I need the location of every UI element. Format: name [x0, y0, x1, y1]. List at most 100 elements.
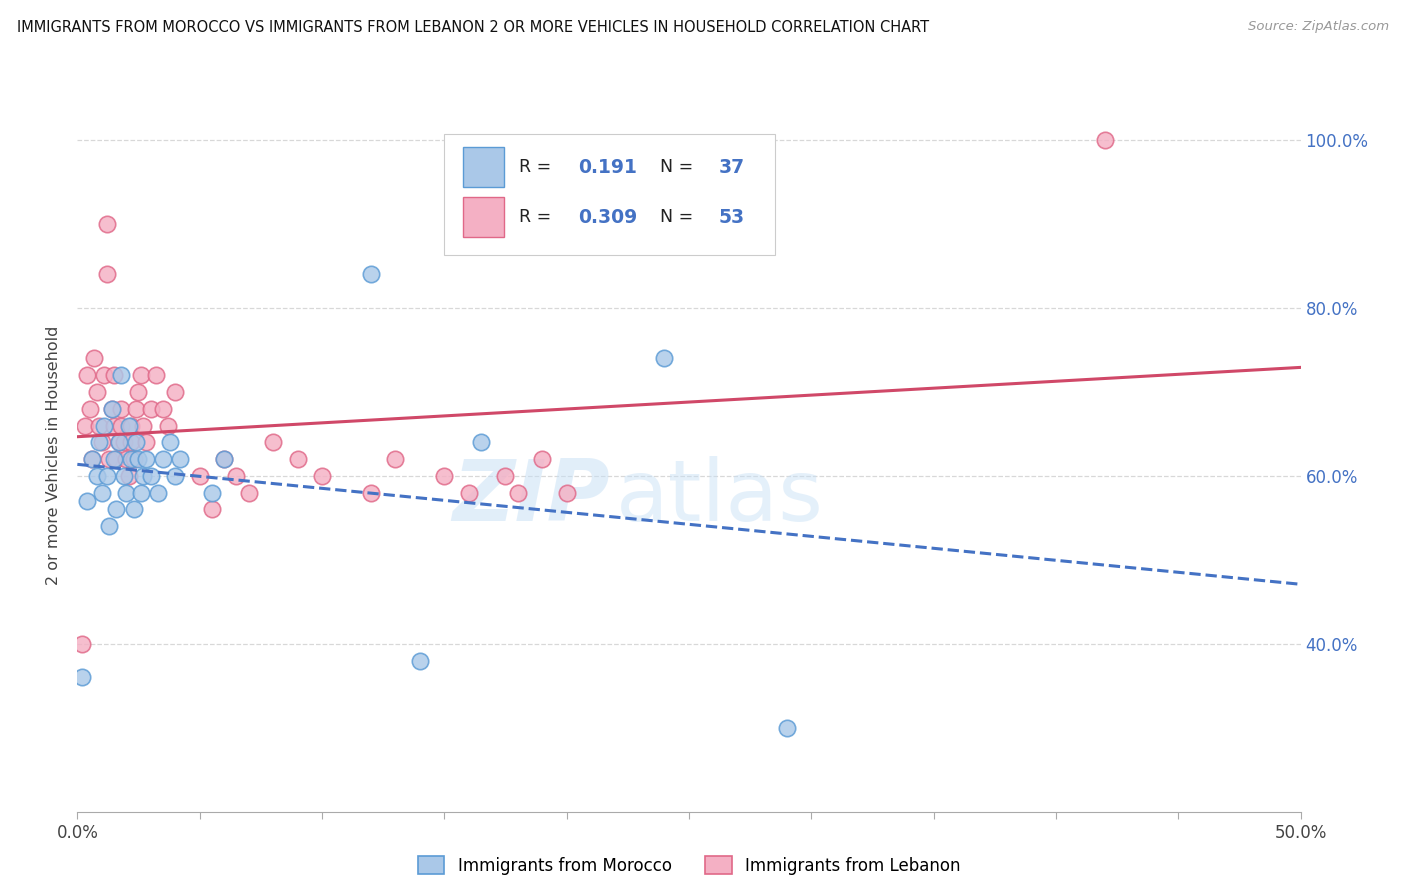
Text: 0.191: 0.191 [578, 158, 637, 177]
Point [555, 485, 578, 500]
Point [118, 469, 141, 483]
Point [90, 435, 112, 450]
Point [125, 435, 148, 450]
Text: 37: 37 [718, 158, 744, 177]
Point [311, 469, 333, 483]
Point [433, 469, 456, 483]
Point [89, 435, 111, 450]
Point [201, 485, 224, 500]
Point [110, 401, 132, 416]
Point [110, 368, 132, 383]
Legend: Immigrants from Morocco, Immigrants from Lebanon: Immigrants from Morocco, Immigrants from… [418, 856, 960, 875]
Point [76, 494, 98, 508]
Point [86, 384, 108, 399]
Text: N =: N = [659, 159, 699, 177]
Point [86, 469, 108, 483]
Point [470, 435, 492, 450]
Point [128, 384, 150, 399]
Point [108, 435, 131, 450]
Text: N =: N = [659, 209, 699, 227]
Point [93, 368, 115, 383]
Point [89, 418, 111, 433]
Text: atlas: atlas [616, 456, 824, 540]
Point [103, 418, 125, 433]
FancyBboxPatch shape [463, 147, 505, 187]
Point [152, 452, 174, 467]
Point [165, 469, 187, 483]
Point [409, 654, 432, 668]
Point [238, 485, 260, 500]
Point [103, 368, 125, 383]
Point [145, 368, 167, 383]
Point [132, 469, 155, 483]
Point [105, 452, 128, 467]
Point [93, 418, 115, 433]
Point [159, 435, 181, 450]
Point [120, 418, 142, 433]
Point [457, 485, 479, 500]
Point [132, 418, 155, 433]
Point [125, 401, 148, 416]
FancyBboxPatch shape [463, 197, 505, 237]
Point [90, 485, 112, 500]
Point [79, 401, 101, 416]
Point [287, 452, 309, 467]
Point [122, 502, 145, 516]
Point [188, 469, 211, 483]
Point [100, 401, 122, 416]
Point [135, 435, 157, 450]
Point [776, 721, 799, 735]
Point [70, 670, 93, 684]
Point [122, 452, 145, 467]
Text: R =: R = [519, 209, 557, 227]
Point [506, 485, 529, 500]
Point [76, 368, 98, 383]
Text: ZIP: ZIP [451, 456, 609, 540]
Point [70, 637, 93, 651]
Point [115, 452, 138, 467]
Text: 53: 53 [718, 208, 744, 227]
Point [135, 452, 157, 467]
Point [98, 452, 121, 467]
Point [120, 435, 142, 450]
Point [128, 452, 150, 467]
Point [108, 435, 131, 450]
Point [129, 485, 152, 500]
Point [262, 435, 284, 450]
Point [384, 452, 406, 467]
Point [115, 485, 138, 500]
Point [165, 384, 187, 399]
Point [118, 418, 141, 433]
Point [96, 469, 118, 483]
Point [112, 469, 135, 483]
Point [96, 268, 118, 282]
Point [156, 418, 179, 433]
FancyBboxPatch shape [444, 134, 775, 255]
Point [120, 452, 142, 467]
Point [495, 469, 517, 483]
Text: R =: R = [519, 159, 557, 177]
Point [152, 401, 174, 416]
Point [360, 485, 382, 500]
Point [654, 351, 676, 366]
Point [212, 452, 235, 467]
Point [129, 368, 152, 383]
Point [212, 452, 235, 467]
Point [105, 502, 128, 516]
Point [110, 418, 132, 433]
Point [201, 502, 224, 516]
Point [98, 519, 121, 533]
Point [73, 418, 96, 433]
Point [80, 452, 103, 467]
Point [169, 452, 191, 467]
Point [225, 469, 247, 483]
Point [112, 435, 135, 450]
Point [139, 469, 162, 483]
Text: Source: ZipAtlas.com: Source: ZipAtlas.com [1249, 20, 1389, 33]
Point [80, 452, 103, 467]
Point [83, 351, 105, 366]
Text: 0.309: 0.309 [578, 208, 637, 227]
Point [139, 401, 162, 416]
Point [531, 452, 554, 467]
Y-axis label: 2 or more Vehicles in Household: 2 or more Vehicles in Household [46, 326, 62, 584]
